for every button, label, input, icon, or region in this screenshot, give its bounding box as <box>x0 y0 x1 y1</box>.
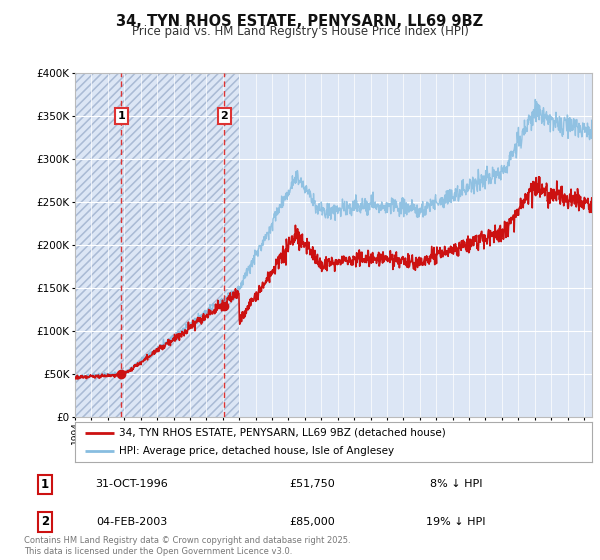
Text: 31-OCT-1996: 31-OCT-1996 <box>95 479 169 489</box>
Text: 2: 2 <box>41 515 49 529</box>
Text: £51,750: £51,750 <box>289 479 335 489</box>
Text: 34, TYN RHOS ESTATE, PENYSARN, LL69 9BZ: 34, TYN RHOS ESTATE, PENYSARN, LL69 9BZ <box>116 14 484 29</box>
Text: 8% ↓ HPI: 8% ↓ HPI <box>430 479 482 489</box>
Text: 2: 2 <box>220 111 228 121</box>
Text: 04-FEB-2003: 04-FEB-2003 <box>97 517 167 527</box>
Text: 34, TYN RHOS ESTATE, PENYSARN, LL69 9BZ (detached house): 34, TYN RHOS ESTATE, PENYSARN, LL69 9BZ … <box>119 428 446 437</box>
Text: Contains HM Land Registry data © Crown copyright and database right 2025.
This d: Contains HM Land Registry data © Crown c… <box>24 536 350 556</box>
Text: 19% ↓ HPI: 19% ↓ HPI <box>426 517 486 527</box>
Bar <box>75 73 239 417</box>
Text: HPI: Average price, detached house, Isle of Anglesey: HPI: Average price, detached house, Isle… <box>119 446 394 456</box>
Text: Price paid vs. HM Land Registry's House Price Index (HPI): Price paid vs. HM Land Registry's House … <box>131 25 469 38</box>
Text: £85,000: £85,000 <box>289 517 335 527</box>
Bar <box>75 73 239 417</box>
Text: 1: 1 <box>41 478 49 491</box>
Text: 1: 1 <box>118 111 125 121</box>
